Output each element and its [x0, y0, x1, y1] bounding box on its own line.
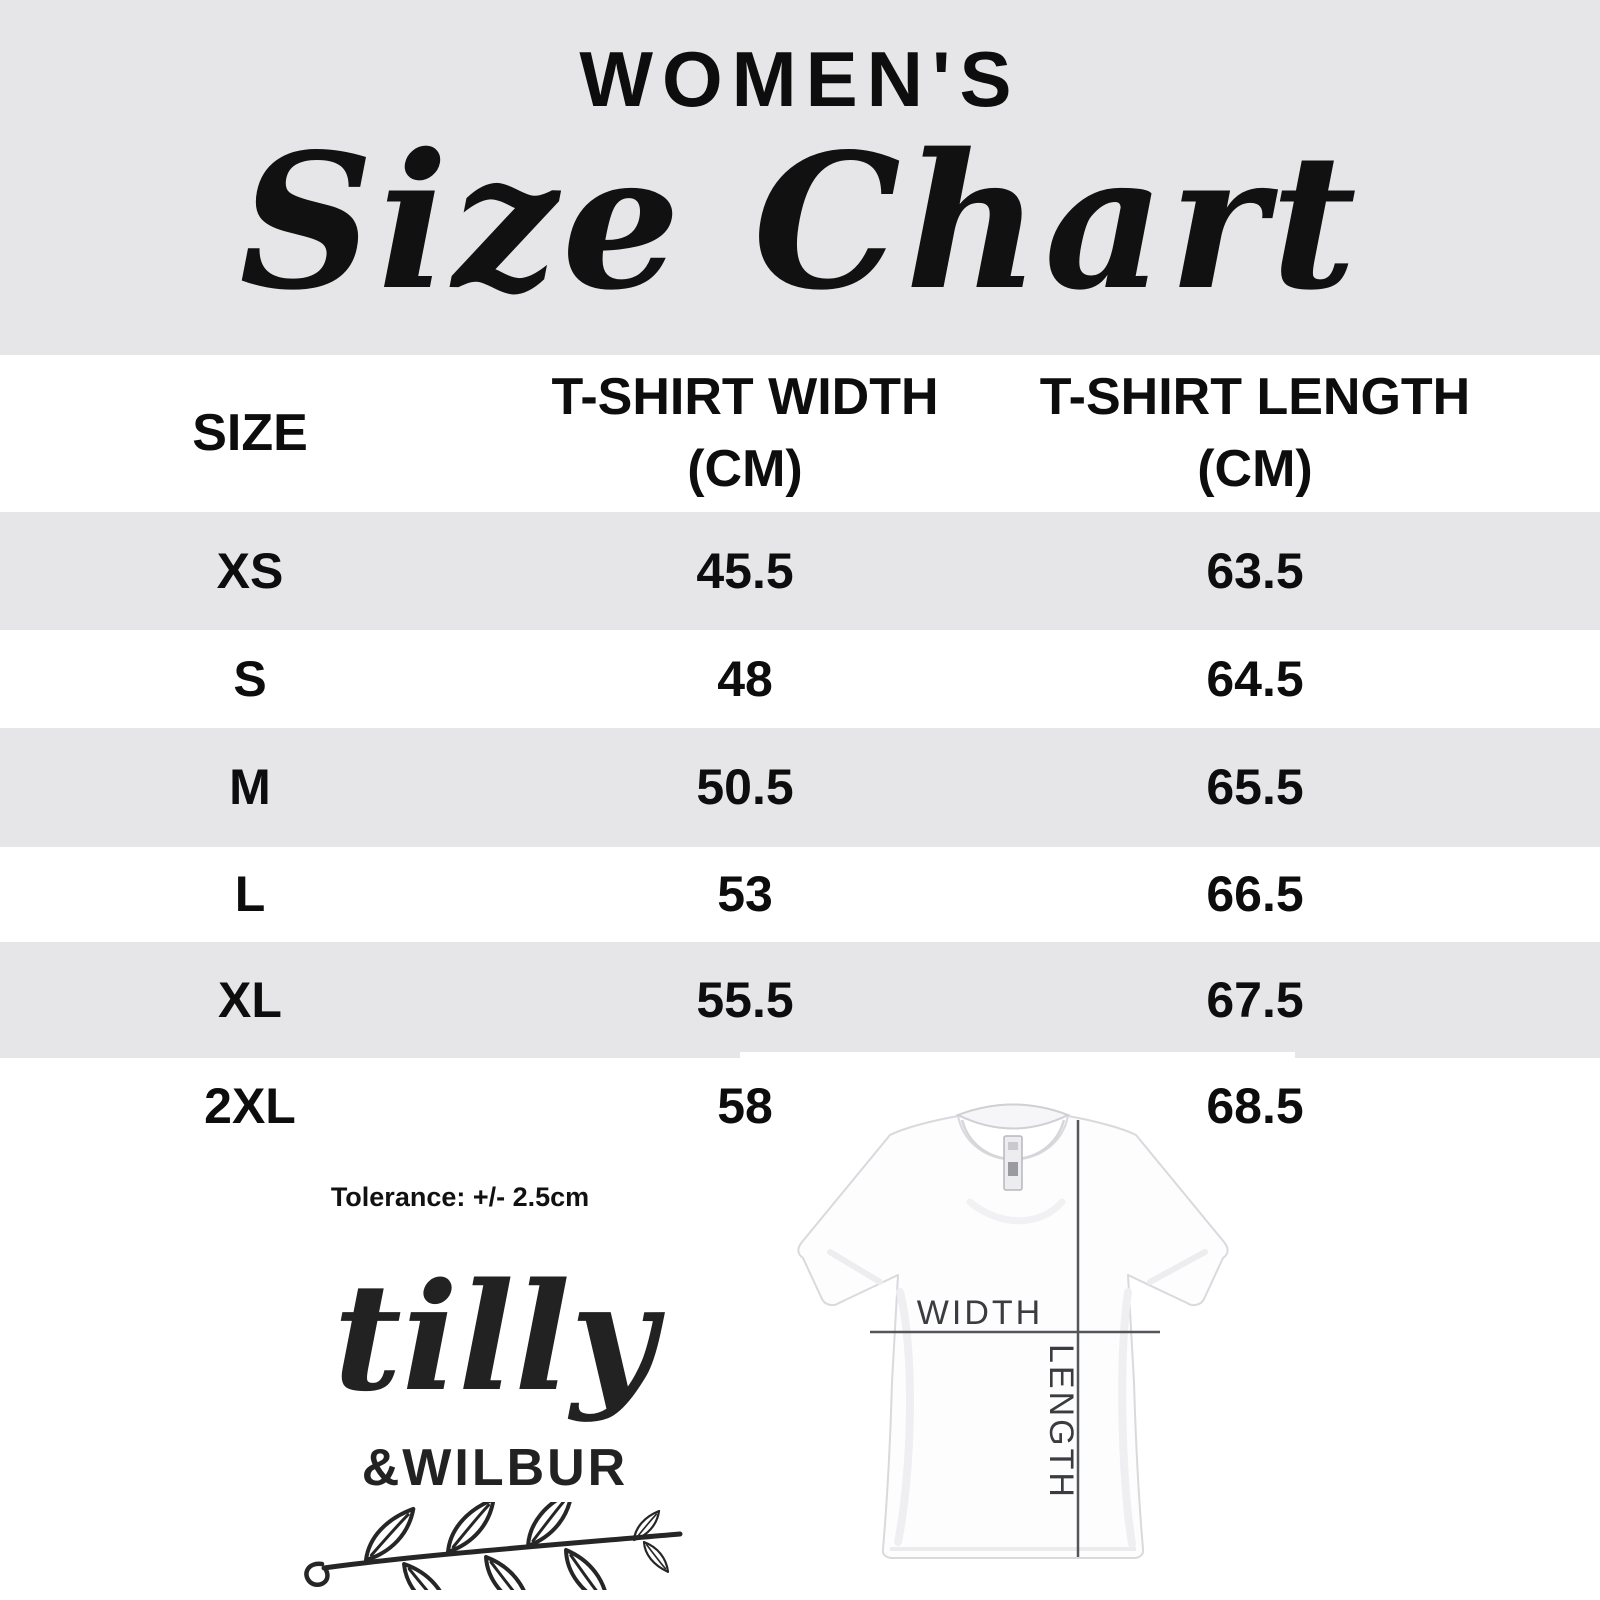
- size-cell: L: [234, 866, 266, 922]
- tshirt-shape: [797, 1103, 1229, 1559]
- laurel-branch-icon: [300, 1489, 690, 1600]
- table-row: XS 45.5 63.5: [0, 512, 1600, 630]
- length-cell: 67.5: [1206, 971, 1304, 1028]
- size-cell: XL: [218, 971, 282, 1028]
- tshirt-diagram: WIDTH LENGTH: [740, 1052, 1295, 1600]
- length-label: LENGTH: [1042, 1344, 1080, 1500]
- width-cell: 53: [717, 866, 773, 922]
- brand-logo-caps: &WILBUR: [361, 1439, 629, 1497]
- row-band-m: [0, 728, 1600, 847]
- length-cell: 65.5: [1206, 759, 1304, 815]
- table-row: L 53 66.5: [0, 847, 1600, 942]
- row-band-xl: [0, 942, 1600, 1058]
- page-title: Size Chart: [239, 111, 1361, 331]
- neck-tag: [1003, 1135, 1023, 1191]
- column-header-length: T-SHIRT LENGTH (CM): [1039, 367, 1471, 498]
- table-row: S 48 64.5: [0, 630, 1600, 728]
- tolerance-note: Tolerance: +/- 2.5cm: [330, 1182, 590, 1212]
- length-cell: 63.5: [1206, 542, 1304, 599]
- width-cell: 50.5: [696, 759, 794, 815]
- width-cell: 45.5: [696, 542, 794, 599]
- length-cell: 66.5: [1206, 866, 1304, 922]
- size-cell: 2XL: [204, 1077, 296, 1134]
- brand-logo-script: tilly: [333, 1250, 657, 1424]
- column-header-size: SIZE: [192, 403, 308, 462]
- table-row: XL 55.5 67.5: [0, 942, 1600, 1058]
- width-cell: 58: [717, 1077, 773, 1134]
- table-row: 2XL 58 68.5: [0, 1058, 1600, 1154]
- length-cell: 64.5: [1206, 650, 1304, 707]
- column-header-width: T-SHIRT WIDTH (CM): [551, 367, 939, 498]
- size-cell: M: [229, 759, 271, 815]
- width-label: WIDTH: [917, 1294, 1043, 1332]
- row-band-xs: [0, 512, 1600, 630]
- size-cell: XS: [216, 542, 284, 599]
- header-band: [0, 0, 1600, 355]
- table-row: M 50.5 65.5: [0, 728, 1600, 847]
- width-cell: 48: [717, 650, 773, 707]
- length-cell: 68.5: [1206, 1077, 1304, 1134]
- size-cell: S: [233, 650, 267, 707]
- table-header-row: SIZE T-SHIRT WIDTH (CM) T-SHIRT LENGTH (…: [0, 355, 1600, 512]
- width-cell: 55.5: [696, 971, 794, 1028]
- header-eyebrow: WOMEN'S: [579, 35, 1021, 123]
